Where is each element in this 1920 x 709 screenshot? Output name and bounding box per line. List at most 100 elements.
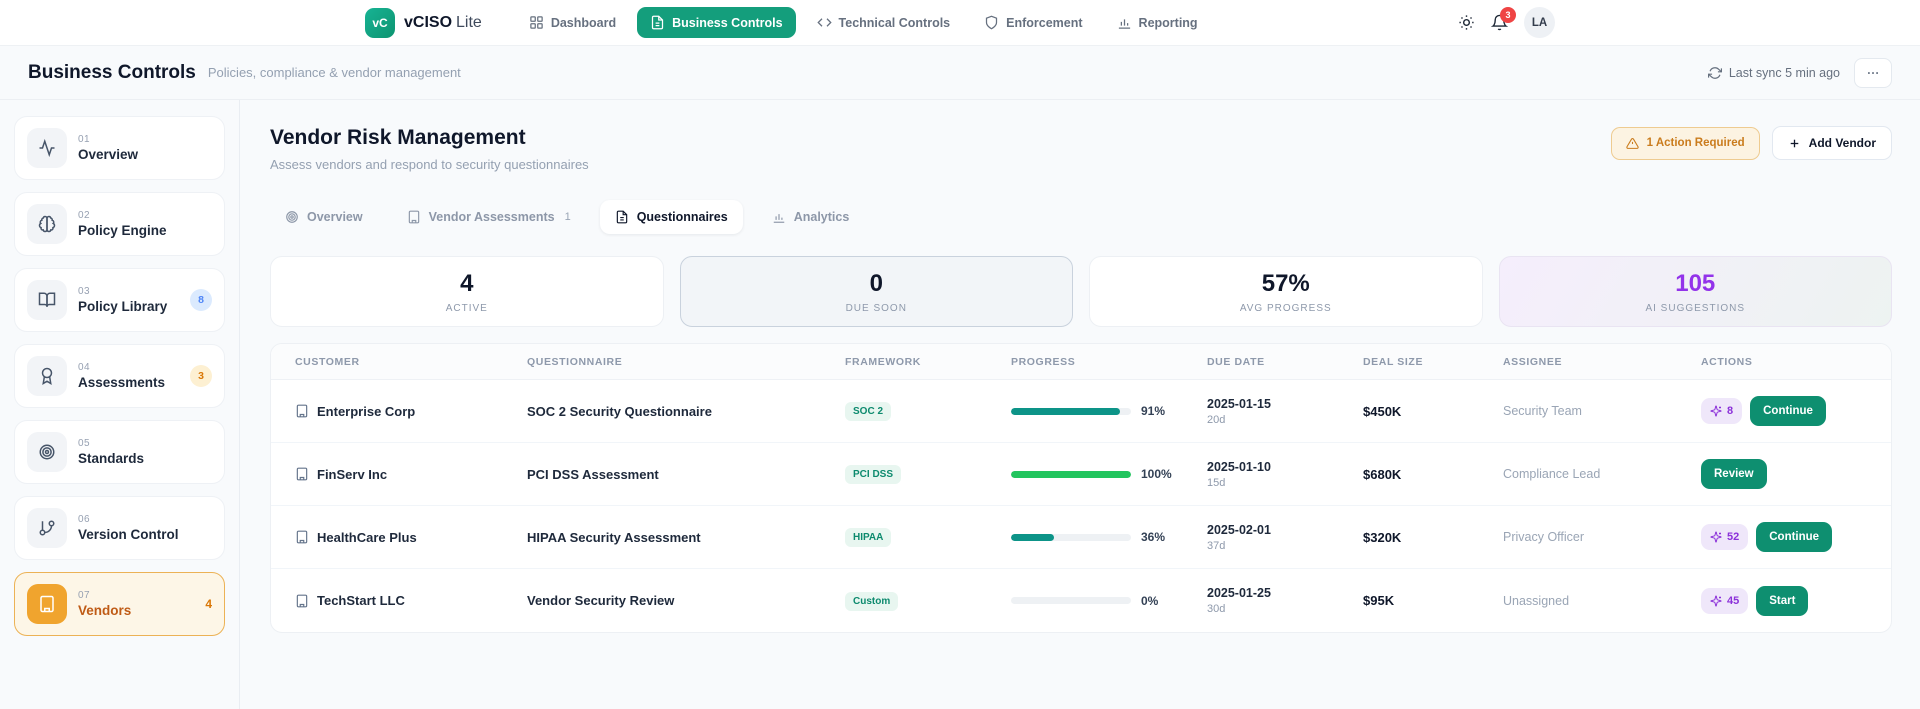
sun-icon [1458, 14, 1475, 31]
ai-suggestions-chip[interactable]: 45 [1701, 587, 1749, 614]
grid-icon [529, 15, 544, 30]
nav-enforcement[interactable]: Enforcement [971, 7, 1095, 38]
stat-value: 0 [869, 269, 883, 297]
deal-size: $680K [1363, 466, 1402, 482]
item-label: Standards [78, 451, 145, 466]
item-label: Assessments [78, 375, 166, 390]
due-date: 2025-01-25 [1207, 586, 1271, 600]
page-header: Business Controls Policies, compliance &… [0, 46, 1920, 100]
ai-suggestions-chip[interactable]: 52 [1701, 524, 1749, 550]
theme-toggle-button[interactable] [1458, 14, 1475, 31]
nav-reporting[interactable]: Reporting [1104, 7, 1211, 38]
due-date: 2025-01-15 [1207, 396, 1271, 411]
tab-vendor-assessments[interactable]: Vendor Assessments 1 [392, 200, 586, 234]
sidebar-item-standards[interactable]: 05 Standards [14, 420, 225, 484]
main-nav: Dashboard Business Controls Technical Co… [516, 7, 1211, 38]
stat-label: AVG PROGRESS [1239, 302, 1332, 314]
nav-label: Dashboard [550, 15, 617, 30]
table-row: TechStart LLC Vendor Security Review Cus… [271, 569, 1891, 632]
nav-dashboard[interactable]: Dashboard [516, 7, 629, 38]
questionnaire-name: Vendor Security Review [527, 593, 675, 608]
target-icon [27, 432, 67, 472]
action-required-button[interactable]: 1 Action Required [1610, 126, 1760, 160]
sidebar-item-policy-engine[interactable]: 02 Policy Engine [14, 192, 225, 256]
item-label: Vendors [78, 603, 132, 618]
days-remaining: 30d [1207, 603, 1226, 615]
continue-button[interactable]: Continue [1756, 522, 1833, 552]
sidebar-item-policy-library[interactable]: 03 Policy Library 8 [14, 268, 225, 332]
building-icon [407, 210, 421, 224]
user-avatar[interactable]: LA [1524, 7, 1555, 38]
ai-count: 8 [1727, 405, 1734, 417]
page-subtitle: Policies, compliance & vendor management [207, 65, 461, 80]
file-text-icon [650, 15, 665, 30]
stat-value: 105 [1675, 269, 1716, 297]
notification-badge: 3 [1500, 7, 1516, 23]
sidebar-item-assessments[interactable]: 04 Assessments 3 [14, 344, 225, 408]
deal-size: $320K [1363, 529, 1402, 545]
sidebar-item-vendors[interactable]: 07 Vendors 4 [14, 572, 225, 636]
more-options-button[interactable] [1854, 57, 1892, 88]
start-button[interactable]: Start [1756, 585, 1809, 616]
progress-value: 100% [1141, 467, 1172, 481]
last-sync[interactable]: Last sync 5 min ago [1707, 66, 1840, 80]
brand[interactable]: vC vCISO Lite [365, 7, 482, 38]
target-icon [285, 210, 299, 224]
customer-name: FinServ Inc [317, 466, 388, 482]
add-vendor-button[interactable]: Add Vendor [1771, 126, 1892, 160]
progress-value: 0% [1141, 593, 1159, 608]
add-vendor-label: Add Vendor [1808, 136, 1876, 150]
ai-suggestions-chip[interactable]: 8 [1701, 398, 1743, 424]
item-index: 02 [78, 210, 91, 221]
plus-icon [1788, 137, 1801, 150]
progress-bar [1011, 533, 1131, 541]
bar-chart-icon [772, 210, 786, 224]
customer-name: Enterprise Corp [317, 403, 416, 419]
sidebar-item-overview[interactable]: 01 Overview [14, 116, 225, 180]
count-badge: 4 [205, 597, 212, 611]
review-button[interactable]: Review [1701, 459, 1767, 489]
progress-value: 91% [1141, 404, 1166, 418]
col-customer: CUSTOMER [295, 355, 360, 368]
tab-overview[interactable]: Overview [270, 200, 378, 234]
nav-label: Business Controls [672, 15, 783, 30]
questionnaire-name: SOC 2 Security Questionnaire [527, 403, 712, 419]
tab-label: Overview [307, 210, 363, 224]
deal-size: $95K [1363, 593, 1395, 608]
tab-analytics[interactable]: Analytics [757, 200, 865, 234]
building-icon [295, 467, 309, 481]
item-index: 07 [78, 590, 91, 601]
page-title: Business Controls [28, 61, 196, 83]
item-label: Overview [78, 147, 139, 162]
customer-name: TechStart LLC [317, 593, 405, 608]
nav-business-controls[interactable]: Business Controls [637, 7, 796, 38]
notifications-button[interactable]: 3 [1491, 7, 1516, 31]
due-date: 2025-02-01 [1207, 522, 1271, 537]
bell-icon [1491, 14, 1508, 31]
stat-due-soon: 0 DUE SOON [679, 256, 1073, 327]
stat-label: DUE SOON [845, 302, 907, 314]
questionnaire-name: PCI DSS Assessment [527, 466, 659, 482]
sparkles-icon [1710, 531, 1722, 543]
git-branch-icon [27, 508, 67, 548]
col-deal-size: DEAL SIZE [1363, 355, 1424, 368]
progress-bar [1011, 407, 1131, 415]
shield-icon [984, 15, 999, 30]
questionnaire-name: HIPAA Security Assessment [527, 529, 701, 545]
col-due-date: DUE DATE [1207, 355, 1265, 368]
nav-technical-controls[interactable]: Technical Controls [804, 7, 964, 38]
continue-button[interactable]: Continue [1750, 396, 1826, 426]
ai-count: 52 [1727, 531, 1740, 543]
section-subtitle: Assess vendors and respond to security q… [270, 157, 589, 172]
framework-badge: Custom [845, 591, 899, 611]
table-row: Enterprise Corp SOC 2 Security Questionn… [271, 380, 1891, 443]
col-assignee: ASSIGNEE [1503, 355, 1563, 368]
stat-value: 57% [1261, 269, 1310, 297]
count-badge: 3 [190, 365, 212, 387]
item-index: 03 [78, 286, 91, 297]
tab-questionnaires[interactable]: Questionnaires [599, 200, 743, 234]
sidebar: 01 Overview 02 Policy Engine 03 Policy Libr… [0, 100, 240, 709]
count-badge: 8 [190, 289, 212, 311]
bar-chart-icon [1117, 15, 1132, 30]
sidebar-item-version-control[interactable]: 06 Version Control [14, 496, 225, 560]
